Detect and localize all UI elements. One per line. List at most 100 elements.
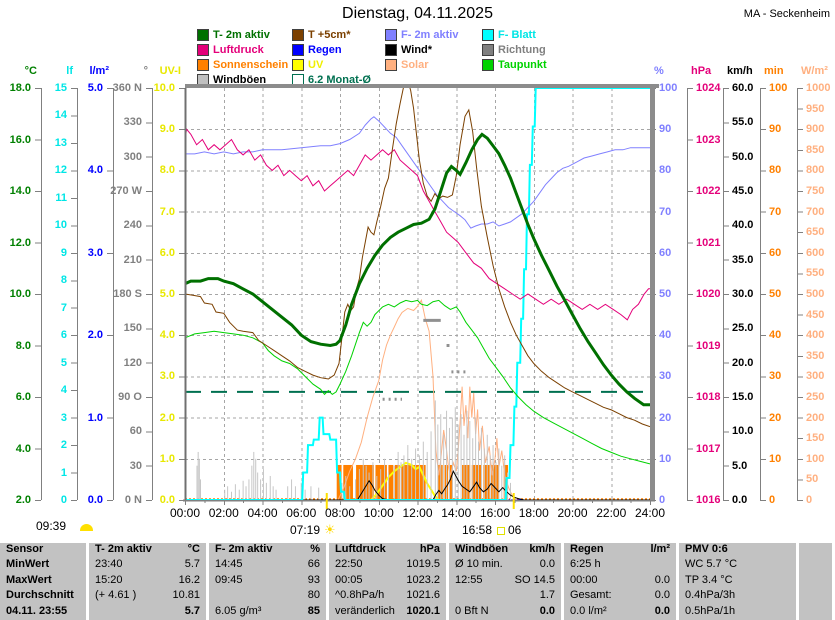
legend-item-richtung: Richtung xyxy=(482,42,577,57)
axis-tick-label: 6.0 xyxy=(15,391,31,403)
axis-unit-lf: lf xyxy=(66,65,73,77)
legend-item-t-2m-aktiv: T- 2m aktiv xyxy=(197,27,292,42)
axis-tick-label: 180 S xyxy=(113,288,142,300)
table-column-bg xyxy=(564,543,676,620)
table-column-bg xyxy=(0,543,86,620)
axis-tick-label: 14.0 xyxy=(9,185,31,197)
table-cell: 80 xyxy=(307,589,320,602)
series-luftdruck xyxy=(185,128,650,321)
table-row-label: MinWert xyxy=(6,558,50,571)
legend-color-swatch xyxy=(197,58,209,71)
axis-tick-label: 0 xyxy=(806,494,813,506)
page-title: Dienstag, 04.11.2025 xyxy=(342,5,493,22)
axis-tick-label: 40 xyxy=(769,329,782,342)
legend-label: Sonnenschein xyxy=(213,58,289,71)
table-col-header: Luftdruck xyxy=(335,543,386,555)
table-cell: SO 14.5 xyxy=(514,573,555,586)
axis-tick-label: 10.0 xyxy=(732,425,754,438)
axis-tick-label: 2.0 xyxy=(15,494,31,506)
legend-label: T +5cm* xyxy=(308,28,351,41)
axis-tick-label: 1023 xyxy=(696,133,721,146)
axis-tick-label: 5.0 xyxy=(732,459,748,472)
axis-tick-label: 0.0 xyxy=(732,494,748,506)
table-column-bg xyxy=(209,543,326,620)
legend-label: Taupunkt xyxy=(498,58,547,71)
table-cell: 0.0 l/m² xyxy=(570,604,607,617)
time-axis-label: 02:00 xyxy=(208,506,239,520)
legend-color-swatch xyxy=(197,28,209,41)
axis-tick-label: 100 xyxy=(769,82,788,94)
series-t-2m-aktiv xyxy=(185,132,650,407)
axis-tick-label: 900 xyxy=(806,123,825,136)
axis-tick-label: 0 xyxy=(60,494,67,506)
axis-tick-label: 0 xyxy=(659,494,666,506)
axis-tick-label: 20 xyxy=(659,411,672,424)
table-cell: 1023.2 xyxy=(406,573,440,586)
axis-tick-label: 9 xyxy=(60,246,67,259)
series-t-5cm xyxy=(185,88,650,428)
axis-tick-label: 12 xyxy=(54,164,67,177)
table-col-unit: km/h xyxy=(529,543,555,555)
axis-tick-label: 5 xyxy=(60,356,67,369)
time-axis-label: 10:00 xyxy=(363,506,394,520)
table-cell: 0 Bft N xyxy=(455,604,489,617)
legend-item-taupunkt: Taupunkt xyxy=(482,57,577,72)
day-length-sun-icon xyxy=(80,524,93,531)
legend-label: F- 2m aktiv xyxy=(401,28,459,41)
series-taupunkt xyxy=(185,299,650,465)
axis-tick-label: 60 xyxy=(769,246,782,259)
axis-tick-label: 750 xyxy=(806,185,825,197)
legend-label: Richtung xyxy=(498,43,546,56)
time-axis-label: 22:00 xyxy=(596,506,627,520)
axis-tick-label: 60 xyxy=(659,246,672,259)
axis-unit-hpa: hPa xyxy=(691,65,712,77)
axis-tick-label: 9.0 xyxy=(159,123,175,136)
axis-tick-label: 270 W xyxy=(110,185,142,197)
table-header-sensor: Sensor xyxy=(6,543,44,555)
axis-tick-label: 12.0 xyxy=(9,236,31,249)
axis-tick-label: 1024 xyxy=(696,82,721,94)
axis-tick-label: 0.0 xyxy=(87,494,103,506)
table-cell: 5.7 xyxy=(184,604,200,617)
sunrise-time: 07:19 xyxy=(289,523,320,537)
axis-tick-label: 500 xyxy=(806,288,825,300)
axis-tick-label: 40.0 xyxy=(732,219,754,232)
legend-color-swatch xyxy=(385,28,397,41)
sunshine-bar xyxy=(343,464,353,500)
axis-tick-label: 10 xyxy=(659,452,672,465)
axis-tick-label: 150 xyxy=(123,322,142,335)
axis-tick-label: 300 xyxy=(123,150,142,163)
table-col-unit: % xyxy=(310,543,320,555)
axis-tick-label: 120 xyxy=(123,356,142,369)
series-wind xyxy=(185,469,650,500)
axis-tick-label: 360 N xyxy=(112,82,142,94)
axis-tick-label: 20 xyxy=(769,411,782,424)
axis-unit-min: min xyxy=(764,65,784,77)
axis-tick-label: 50 xyxy=(769,288,782,300)
legend-label: Regen xyxy=(308,43,342,56)
legend-label: Wind* xyxy=(401,43,433,56)
table-column-bg xyxy=(449,543,561,620)
table-col-header: T- 2m aktiv xyxy=(95,543,152,555)
axis-tick-label: 80 xyxy=(769,164,782,177)
axis-tick-label: 210 xyxy=(123,253,142,266)
axis-tick-label: 5.0 xyxy=(159,288,175,300)
axis-tick-label: 1.0 xyxy=(159,452,175,465)
table-cell: 0.5hPa/1h xyxy=(685,604,736,617)
sunshine-bar xyxy=(483,464,490,500)
axis-tick-label: 50 xyxy=(806,473,819,486)
table-cell: 16.2 xyxy=(178,573,200,586)
axis-tick-label: 2.0 xyxy=(87,329,103,342)
legend-color-swatch xyxy=(482,43,494,56)
axis-tick-label: 700 xyxy=(806,205,825,218)
axis-tick-label: 10.0 xyxy=(9,288,31,300)
axis-tick-label: 80 xyxy=(659,164,672,177)
axis-tick-label: 35.0 xyxy=(732,253,754,266)
axis-tick-label: 20.0 xyxy=(732,356,754,369)
legend-item-luftdruck: Luftdruck xyxy=(197,42,292,57)
table-cell: 1019.5 xyxy=(406,558,440,571)
table-cell: 0.0 xyxy=(654,573,670,586)
table-cell: Ø 10 min. xyxy=(455,558,503,571)
axis-tick-label: 1019 xyxy=(696,339,721,352)
